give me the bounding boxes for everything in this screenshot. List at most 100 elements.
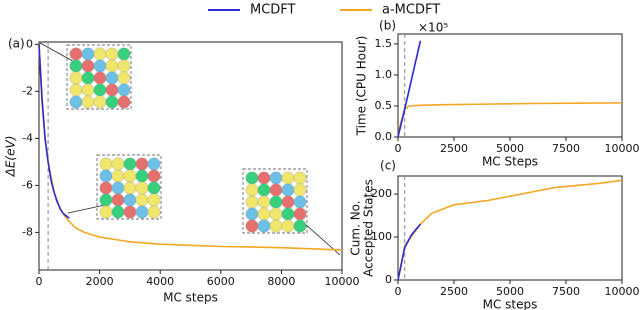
atom	[245, 183, 259, 197]
atom	[93, 71, 107, 85]
x-tick-label: 5000	[496, 142, 524, 155]
atom	[105, 71, 119, 85]
atom	[123, 193, 137, 207]
atom	[147, 181, 161, 195]
y-tick-label: 0	[26, 37, 33, 50]
x-tick-label: 10000	[325, 275, 360, 288]
y-axis-label: Accepted States	[362, 179, 376, 277]
atom	[93, 95, 107, 109]
y-tick-label: -2	[22, 84, 33, 97]
x-axis-label: MC steps	[163, 291, 218, 305]
atom	[81, 83, 95, 97]
legend: MCDFT a-MCDFT	[208, 3, 440, 18]
arrow	[67, 204, 106, 214]
atom	[281, 195, 295, 209]
y-offset-label: ×10⁵	[418, 21, 448, 35]
atom	[269, 171, 283, 185]
x-tick-label: 7500	[552, 142, 580, 155]
y-tick-label: 0	[385, 273, 392, 286]
atom	[269, 195, 283, 209]
x-tick-label: 8000	[267, 275, 295, 288]
atom	[257, 207, 271, 221]
atom	[147, 193, 161, 207]
atom	[293, 171, 307, 185]
x-tick-label: 4000	[146, 275, 174, 288]
panel-label: (b)	[379, 19, 396, 33]
panel-label: (a)	[8, 37, 25, 51]
atom	[81, 71, 95, 85]
legend-label: MCDFT	[250, 3, 296, 18]
inset-frame	[242, 168, 308, 234]
series-line	[38, 44, 70, 219]
atom	[81, 59, 95, 73]
atom	[281, 171, 295, 185]
atom	[257, 171, 271, 185]
x-tick-label: 10000	[605, 285, 640, 298]
atom	[123, 205, 137, 219]
y-tick-label: -4	[22, 131, 33, 144]
x-axis-label: MC steps	[483, 298, 538, 310]
x-axis-label: MC Steps	[482, 155, 538, 169]
atom	[69, 71, 83, 85]
atom	[105, 59, 119, 73]
x-tick-label: 0	[395, 142, 402, 155]
atom	[281, 183, 295, 197]
atom	[293, 207, 307, 221]
atom	[123, 181, 137, 195]
atom	[111, 205, 125, 219]
atom	[105, 47, 119, 61]
atom	[93, 47, 107, 61]
atom	[245, 171, 259, 185]
atom	[269, 219, 283, 233]
atom	[245, 219, 259, 233]
atom	[99, 181, 113, 195]
atom	[117, 59, 131, 73]
y-axis-label: Time (CPU Hour)	[355, 36, 369, 137]
y-tick-label: 1.0	[375, 68, 393, 81]
atom	[81, 47, 95, 61]
plot-frame	[38, 41, 343, 271]
y-tick-label: 100	[371, 230, 392, 243]
y-tick-label: -6	[22, 178, 33, 191]
panel-label: (c)	[380, 159, 396, 173]
atom	[269, 207, 283, 221]
atom	[111, 157, 125, 171]
atom	[123, 169, 137, 183]
atom	[99, 205, 113, 219]
x-tick-label: 10000	[605, 142, 640, 155]
plot-frame	[397, 33, 623, 138]
atom	[135, 169, 149, 183]
atom	[105, 95, 119, 109]
atom	[69, 59, 83, 73]
series-line	[397, 102, 623, 138]
atom	[111, 181, 125, 195]
y-tick-label: -8	[22, 225, 33, 238]
atom	[117, 47, 131, 61]
inset-frame	[66, 44, 132, 110]
atom	[147, 205, 161, 219]
atom	[111, 169, 125, 183]
atom	[257, 195, 271, 209]
x-tick-label: 6000	[207, 275, 235, 288]
atom	[147, 169, 161, 183]
atom	[135, 181, 149, 195]
atom	[245, 207, 259, 221]
atom	[99, 169, 113, 183]
y-tick-label: 200	[371, 187, 392, 200]
atom	[257, 219, 271, 233]
atom	[257, 183, 271, 197]
y-tick-label: 1.5	[375, 37, 393, 50]
atom	[99, 157, 113, 171]
atom	[135, 193, 149, 207]
atom	[69, 47, 83, 61]
atom	[281, 207, 295, 221]
atom	[135, 205, 149, 219]
series-line	[397, 179, 623, 281]
atom	[117, 71, 131, 85]
insets	[66, 44, 308, 234]
atom	[123, 157, 137, 171]
y-axis-label: ΔE(eV)	[4, 136, 18, 178]
atom	[135, 157, 149, 171]
atom	[69, 95, 83, 109]
